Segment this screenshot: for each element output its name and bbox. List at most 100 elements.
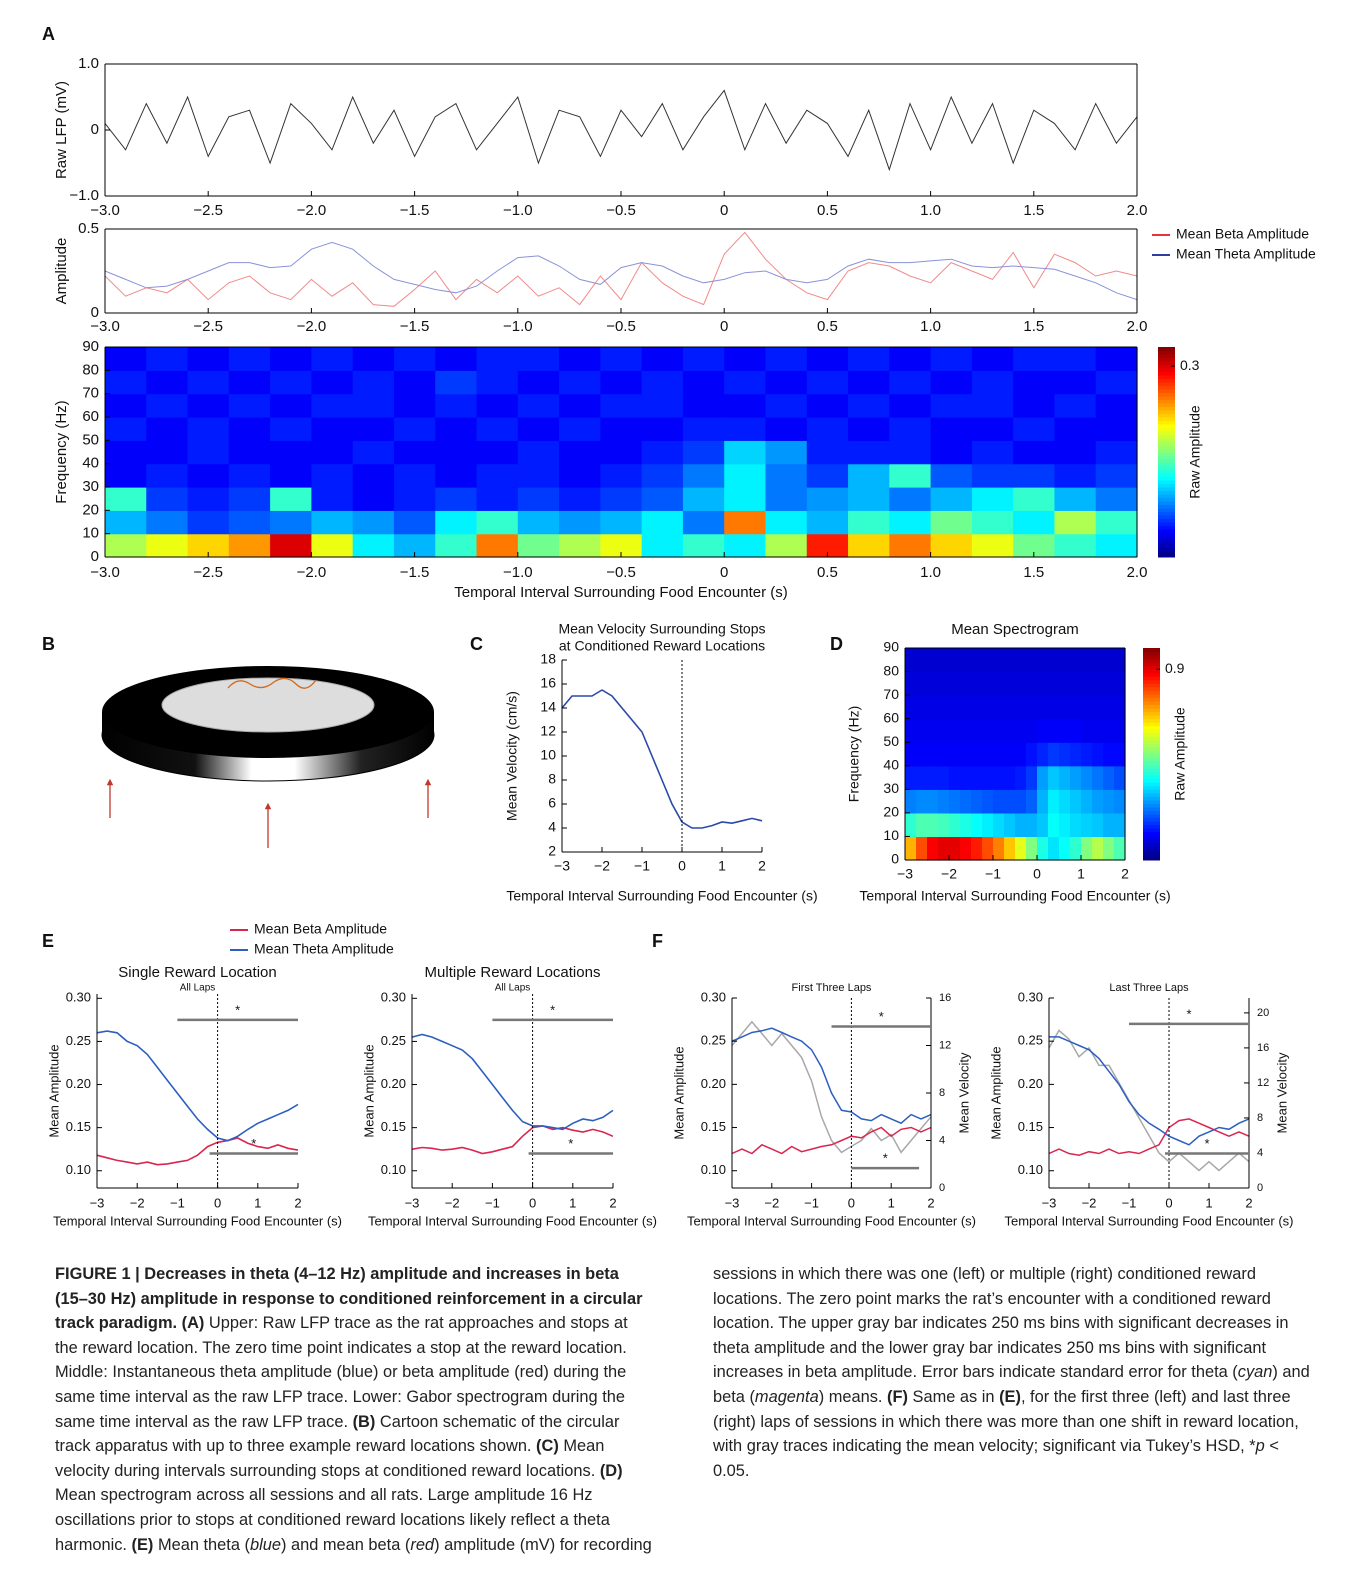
legend-label: Mean Theta Amplitude [1176, 246, 1316, 262]
heat-cell [1026, 695, 1038, 720]
colorbar-strip [1158, 529, 1175, 533]
heat-cell [559, 487, 601, 511]
heat-cell [971, 789, 983, 814]
caption-text: , for the first three (left) and last th… [713, 1387, 1299, 1456]
heat-cell [105, 510, 147, 535]
heat-cell [982, 812, 994, 838]
heat-cell [435, 370, 478, 395]
y-tick-label: 0.25 [66, 1033, 91, 1048]
x-tick-label: 0 [529, 1195, 536, 1210]
heat-cell [916, 648, 928, 673]
heat-cell [352, 510, 395, 535]
y-axis-label: Amplitude [53, 238, 70, 305]
colorbar-strip [1143, 845, 1160, 850]
series-line [411, 1033, 614, 1131]
heat-cell [1103, 789, 1115, 814]
series-line [104, 89, 1138, 172]
heat-cell [724, 370, 767, 395]
heat-cell [806, 510, 849, 535]
heat-cell [1070, 765, 1082, 790]
heat-cell [1114, 648, 1126, 673]
y2-tick-label: 4 [939, 1134, 945, 1146]
x-tick-label: −2.0 [297, 318, 327, 335]
heat-cell [559, 440, 601, 465]
x-tick-label: 0.5 [817, 202, 838, 219]
series-line [1048, 1118, 1250, 1156]
heat-cell [187, 440, 230, 465]
heat-cell [1070, 789, 1082, 814]
caption-text: p [1255, 1437, 1265, 1456]
heat-cell [352, 347, 395, 371]
heat-cell [1103, 671, 1115, 696]
heat-cell [559, 370, 601, 395]
heat-cell [1081, 765, 1093, 790]
heat-cell [393, 417, 436, 441]
heat-cell [806, 347, 849, 371]
heat-cell [1037, 718, 1049, 743]
heat-cell [982, 695, 994, 720]
colorbar-strip [1143, 662, 1160, 667]
heat-cell [1048, 718, 1060, 743]
colorbar-strip [1158, 424, 1175, 428]
colorbar-strip [1143, 785, 1160, 790]
y-tick-label: 30 [883, 780, 899, 796]
y-tick-label: 0.30 [66, 990, 91, 1005]
heat-cell [1092, 765, 1104, 790]
heat-cell [1015, 648, 1027, 673]
colorbar-strip [1158, 368, 1175, 372]
x-tick-label: 1.5 [1023, 202, 1044, 219]
heat-cell [311, 393, 354, 418]
heat-cell [993, 789, 1005, 814]
heat-cell [517, 533, 560, 558]
heat-cell [559, 463, 601, 488]
colorbar-strip [1143, 796, 1160, 801]
colorbar-label: Raw Amplitude [1187, 405, 1203, 499]
heat-cell [146, 393, 189, 418]
colorbar-strip [1143, 746, 1160, 751]
colorbar-strip [1158, 413, 1175, 418]
heat-cell [927, 765, 939, 790]
heat-cell [971, 742, 983, 767]
chart-title: First Three Laps [792, 982, 872, 994]
heat-cell [930, 510, 973, 535]
x-axis-label: Temporal Interval Surrounding Food Encou… [506, 888, 817, 904]
y-tick-label: 0.15 [1018, 1119, 1043, 1134]
colorbar-strip [1143, 743, 1160, 748]
y-tick-label: 0 [91, 548, 99, 565]
y-tick-label: 90 [883, 639, 899, 655]
heat-cell [848, 487, 890, 511]
heat-cell [848, 393, 890, 418]
colorbar-strip [1143, 856, 1160, 861]
y-axis-label: Raw LFP (mV) [53, 81, 70, 179]
heat-cell [916, 765, 928, 790]
x-tick-label: 2.0 [1127, 202, 1148, 219]
colorbar-strip [1143, 704, 1160, 709]
series-line [1049, 1036, 1250, 1146]
heat-cell [916, 695, 928, 720]
colorbar-strip [1143, 849, 1160, 854]
heat-cell [1026, 789, 1038, 814]
colorbar-strip [1143, 708, 1160, 713]
heat-cell [1037, 742, 1049, 767]
colorbar-strip [1158, 466, 1175, 470]
colorbar-strip [1158, 497, 1175, 502]
colorbar-strip [1143, 831, 1160, 836]
y-tick-label: 0.20 [1018, 1076, 1043, 1091]
series-line [96, 1030, 299, 1142]
colorbar-strip [1158, 431, 1175, 435]
caption-text: Mean theta ( [153, 1535, 250, 1554]
caption-text: magenta [754, 1387, 819, 1406]
heat-cell [476, 533, 519, 558]
heat-cell [146, 463, 189, 488]
heat-cell [905, 671, 917, 696]
track-cartoon [101, 666, 435, 848]
colorbar-strip [1158, 525, 1175, 530]
colorbar-strip [1158, 364, 1175, 369]
x-tick-label: 2 [758, 858, 766, 874]
heat-cell [228, 487, 271, 511]
heat-cell [1054, 487, 1097, 511]
heat-cell [1026, 671, 1038, 696]
heat-cell [971, 765, 983, 790]
heat-cell [960, 742, 972, 767]
heat-cell [927, 648, 939, 673]
